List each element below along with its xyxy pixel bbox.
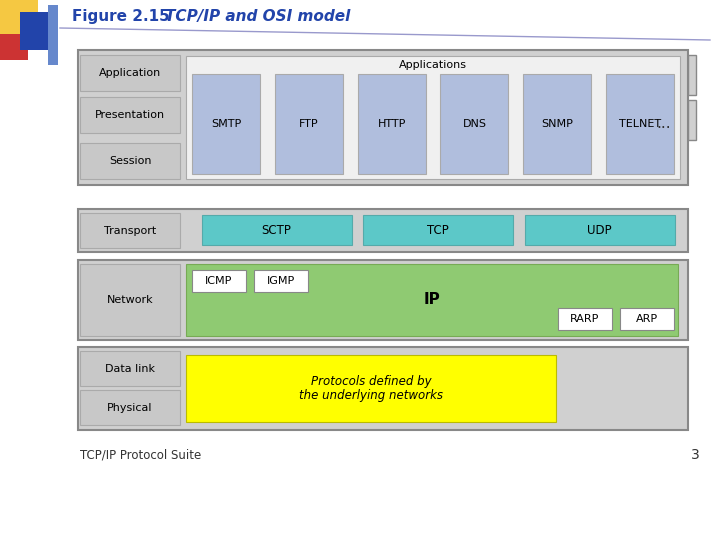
Bar [80,351,180,386]
Bar [688,100,696,140]
Text: the underlying networks: the underlying networks [299,389,443,402]
Bar [186,264,678,336]
Bar [48,5,58,65]
Bar [606,74,674,174]
Bar [275,74,343,174]
Bar [688,55,696,95]
Text: Presentation: Presentation [95,110,165,120]
Text: ARP: ARP [636,314,658,324]
Text: ...: ... [657,117,671,132]
Text: Protocols defined by: Protocols defined by [311,375,431,388]
Bar [20,12,50,50]
Text: TCP: TCP [427,224,449,237]
Text: TCP/IP and OSI model: TCP/IP and OSI model [165,10,351,24]
Text: ICMP: ICMP [205,276,233,286]
Text: 3: 3 [691,448,700,462]
Text: TCP/IP Protocol Suite: TCP/IP Protocol Suite [80,449,202,462]
Text: Physical: Physical [107,403,153,413]
Text: RARP: RARP [570,314,600,324]
Bar [202,215,351,245]
Text: IP: IP [423,293,441,307]
Bar [186,56,680,179]
Text: IGMP: IGMP [267,276,295,286]
Bar [80,264,180,336]
Text: TELNET: TELNET [619,119,661,129]
Bar [80,55,180,91]
Bar [363,215,513,245]
Bar [0,34,28,60]
Text: FTP: FTP [299,119,319,129]
Bar [80,97,180,133]
Bar [441,74,508,174]
Bar [78,209,688,252]
Bar [80,390,180,425]
Bar [78,260,688,340]
Bar [558,308,612,330]
Text: Figure 2.15: Figure 2.15 [72,10,170,24]
Bar [192,74,260,174]
Text: Network: Network [107,295,153,305]
Bar [80,143,180,179]
Text: Application: Application [99,68,161,78]
Text: Transport: Transport [104,226,156,235]
Bar [254,270,308,292]
Bar [620,308,674,330]
Bar [186,355,556,422]
Bar [358,74,426,174]
Text: HTTP: HTTP [377,119,406,129]
Text: SNMP: SNMP [541,119,573,129]
Text: Data link: Data link [105,364,155,374]
Bar [0,0,38,35]
Bar [78,50,688,185]
Text: Session: Session [109,156,151,166]
Text: Applications: Applications [399,60,467,70]
Text: SMTP: SMTP [211,119,241,129]
Bar [523,74,591,174]
Text: UDP: UDP [588,224,612,237]
Bar [192,270,246,292]
Bar [524,215,675,245]
Bar [78,347,688,430]
Text: SCTP: SCTP [261,224,292,237]
Text: DNS: DNS [462,119,487,129]
Bar [80,213,180,248]
